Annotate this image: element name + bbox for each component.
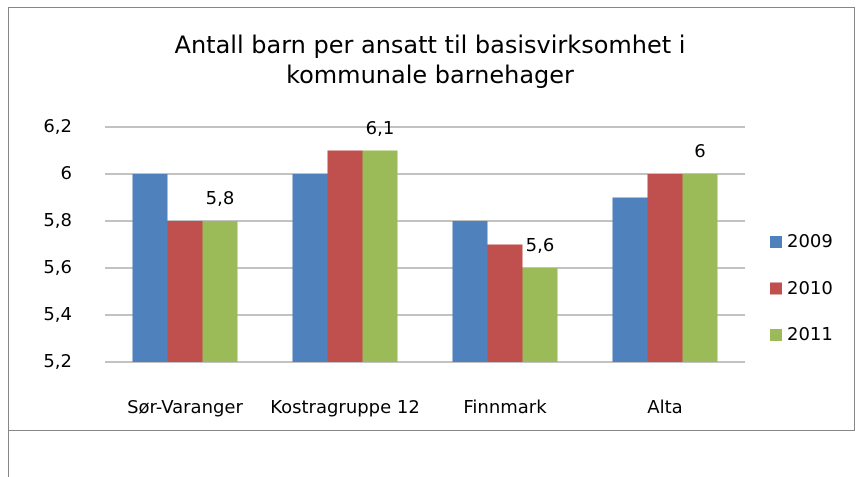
data-label: 6,1 [365,117,395,139]
y-tick-label: 5,6 [43,257,72,278]
legend-swatch [770,282,782,295]
bar [362,150,398,362]
frame [8,7,855,431]
x-tick-label: Sør-Varanger [127,397,243,418]
legend-swatch [770,329,782,341]
bar [327,150,363,362]
legend-label: 2011 [787,324,833,345]
x-tick-label: Kostragruppe 12 [270,397,420,418]
chart-title: Antall barn per ansatt til basisvirksomh… [174,31,686,89]
bar [522,268,558,362]
bar [167,221,203,362]
data-label: 5,8 [205,188,235,209]
legend-label: 2009 [787,231,833,252]
x-tick-label: Alta [647,397,683,418]
y-tick-label: 5,8 [43,210,72,231]
bar [292,174,328,362]
data-label: 6 [694,141,706,162]
x-tick-label: Finnmark [463,397,547,418]
bar [487,244,523,362]
bar [612,197,648,362]
y-tick-label: 6,2 [43,116,72,137]
y-tick-label: 5,2 [43,351,72,372]
y-tick-label: 5,4 [43,304,72,325]
bar [202,221,238,362]
legend-label: 2010 [787,277,833,299]
y-tick-label: 6 [60,163,72,184]
bar [682,174,718,362]
legend-swatch [770,236,782,248]
data-label: 5,6 [525,235,555,256]
bar [452,221,488,362]
bar [132,174,168,362]
bar [647,174,683,362]
